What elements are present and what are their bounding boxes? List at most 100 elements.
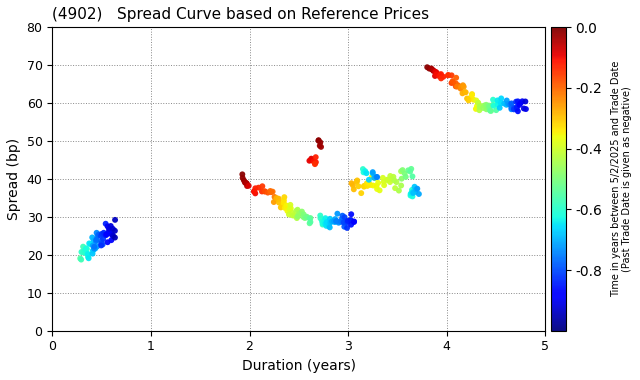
Point (401, 174, 411, 180)
Point (484, 104, 495, 110)
Point (259, 188, 269, 195)
Point (343, 218, 353, 224)
Point (408, 193, 418, 200)
Point (474, 107, 484, 113)
Point (360, 168, 371, 174)
Y-axis label: Time in years between 5/2/2025 and Trade Date
(Past Trade Date is given as negat: Time in years between 5/2/2025 and Trade… (611, 61, 632, 297)
Point (443, 72, 453, 78)
Point (451, 80, 461, 86)
Point (271, 195, 282, 201)
Point (262, 190, 273, 196)
Point (253, 185, 264, 191)
Point (285, 206, 295, 212)
Point (513, 108, 523, 114)
Point (373, 180, 383, 186)
Point (456, 86, 466, 92)
Point (311, 159, 321, 165)
Point (460, 89, 470, 95)
Point (491, 107, 501, 113)
Point (431, 70, 442, 76)
Point (473, 100, 483, 106)
Point (387, 176, 397, 182)
Point (102, 231, 112, 238)
Point (296, 210, 306, 216)
Point (305, 215, 316, 221)
Point (310, 154, 321, 160)
Point (511, 106, 521, 112)
Point (324, 224, 335, 230)
Point (96, 233, 106, 239)
Point (459, 84, 469, 90)
Point (107, 232, 117, 238)
Point (397, 176, 407, 182)
Point (479, 103, 490, 109)
Point (287, 212, 298, 218)
Point (382, 177, 392, 183)
Point (407, 187, 417, 193)
Point (260, 188, 270, 195)
Point (289, 212, 300, 218)
Point (88, 242, 98, 249)
Point (83, 254, 93, 260)
Point (438, 74, 449, 80)
Point (108, 233, 118, 239)
Point (310, 161, 320, 167)
Point (405, 193, 415, 199)
Point (346, 217, 356, 223)
Point (315, 143, 325, 149)
Point (104, 226, 114, 232)
Point (89, 245, 99, 251)
Point (276, 204, 286, 211)
Point (241, 180, 252, 186)
Point (452, 84, 462, 90)
Point (242, 183, 252, 189)
Point (280, 205, 290, 211)
Point (319, 218, 330, 224)
Point (310, 160, 320, 166)
Point (331, 218, 341, 224)
Point (374, 187, 385, 193)
Point (321, 218, 331, 225)
Point (287, 210, 298, 216)
Point (495, 105, 505, 111)
Point (317, 222, 328, 228)
Point (511, 99, 521, 105)
Point (306, 157, 316, 163)
Point (332, 211, 342, 217)
Point (474, 104, 484, 110)
Point (436, 75, 446, 81)
Point (100, 232, 111, 238)
Point (330, 219, 340, 225)
Point (249, 188, 259, 195)
Point (75, 255, 85, 261)
Point (100, 231, 111, 238)
Point (506, 105, 516, 111)
Point (458, 82, 468, 88)
Point (509, 106, 519, 112)
Point (446, 80, 456, 86)
Point (92, 230, 102, 236)
Point (362, 170, 372, 176)
Point (301, 214, 312, 220)
Point (89, 244, 99, 250)
Point (348, 182, 358, 188)
Point (506, 100, 516, 106)
Point (353, 183, 364, 189)
Point (292, 207, 303, 213)
Point (325, 216, 335, 222)
Point (411, 187, 421, 193)
Point (299, 211, 309, 217)
Point (511, 106, 522, 112)
Point (519, 106, 529, 112)
Point (368, 182, 378, 188)
Point (285, 206, 295, 212)
Point (389, 177, 399, 184)
Point (305, 215, 315, 222)
Point (96, 241, 106, 247)
Point (488, 101, 498, 108)
Point (266, 189, 276, 195)
Point (453, 82, 463, 89)
Y-axis label: Spread (bp): Spread (bp) (7, 138, 21, 220)
Point (308, 158, 319, 165)
Point (369, 175, 380, 181)
